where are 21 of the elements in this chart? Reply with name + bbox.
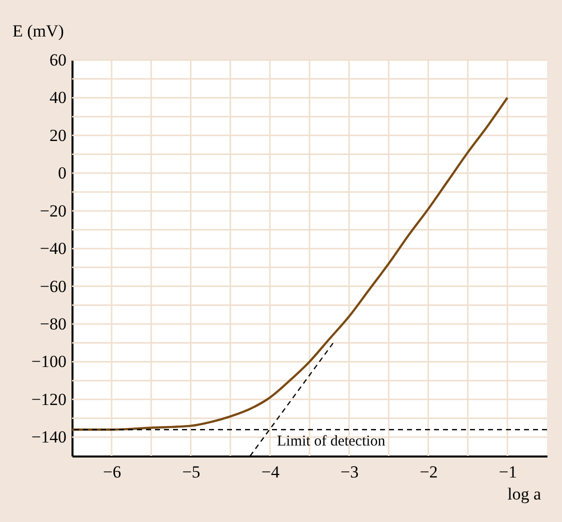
y-tick-label: −100 [31, 352, 66, 372]
y-tick-label: −120 [31, 390, 66, 409]
y-tick-label: −20 [40, 201, 66, 220]
y-tick-label: 20 [50, 126, 66, 145]
ref-line-label: Limit of detection [277, 434, 386, 450]
x-tick-label: −2 [420, 462, 438, 482]
y-tick-label: −60 [40, 276, 66, 296]
x-axis-title: log a [508, 484, 542, 504]
x-tick-label: −4 [261, 462, 280, 482]
x-tick-label: −6 [103, 462, 122, 482]
y-tick-label: 40 [50, 88, 66, 108]
x-tick-label: −1 [498, 462, 517, 482]
y-tick-label: −80 [40, 314, 66, 334]
x-tick-label: −5 [182, 462, 200, 482]
x-tick-label: −3 [340, 462, 359, 482]
y-tick-label: −40 [40, 239, 66, 258]
line-series [72, 96, 509, 431]
y-axis-title: E (mV) [12, 22, 64, 40]
y-tick-label: −140 [31, 428, 66, 447]
y-tick-label: 60 [50, 50, 66, 70]
y-tick-label: 0 [58, 164, 66, 183]
